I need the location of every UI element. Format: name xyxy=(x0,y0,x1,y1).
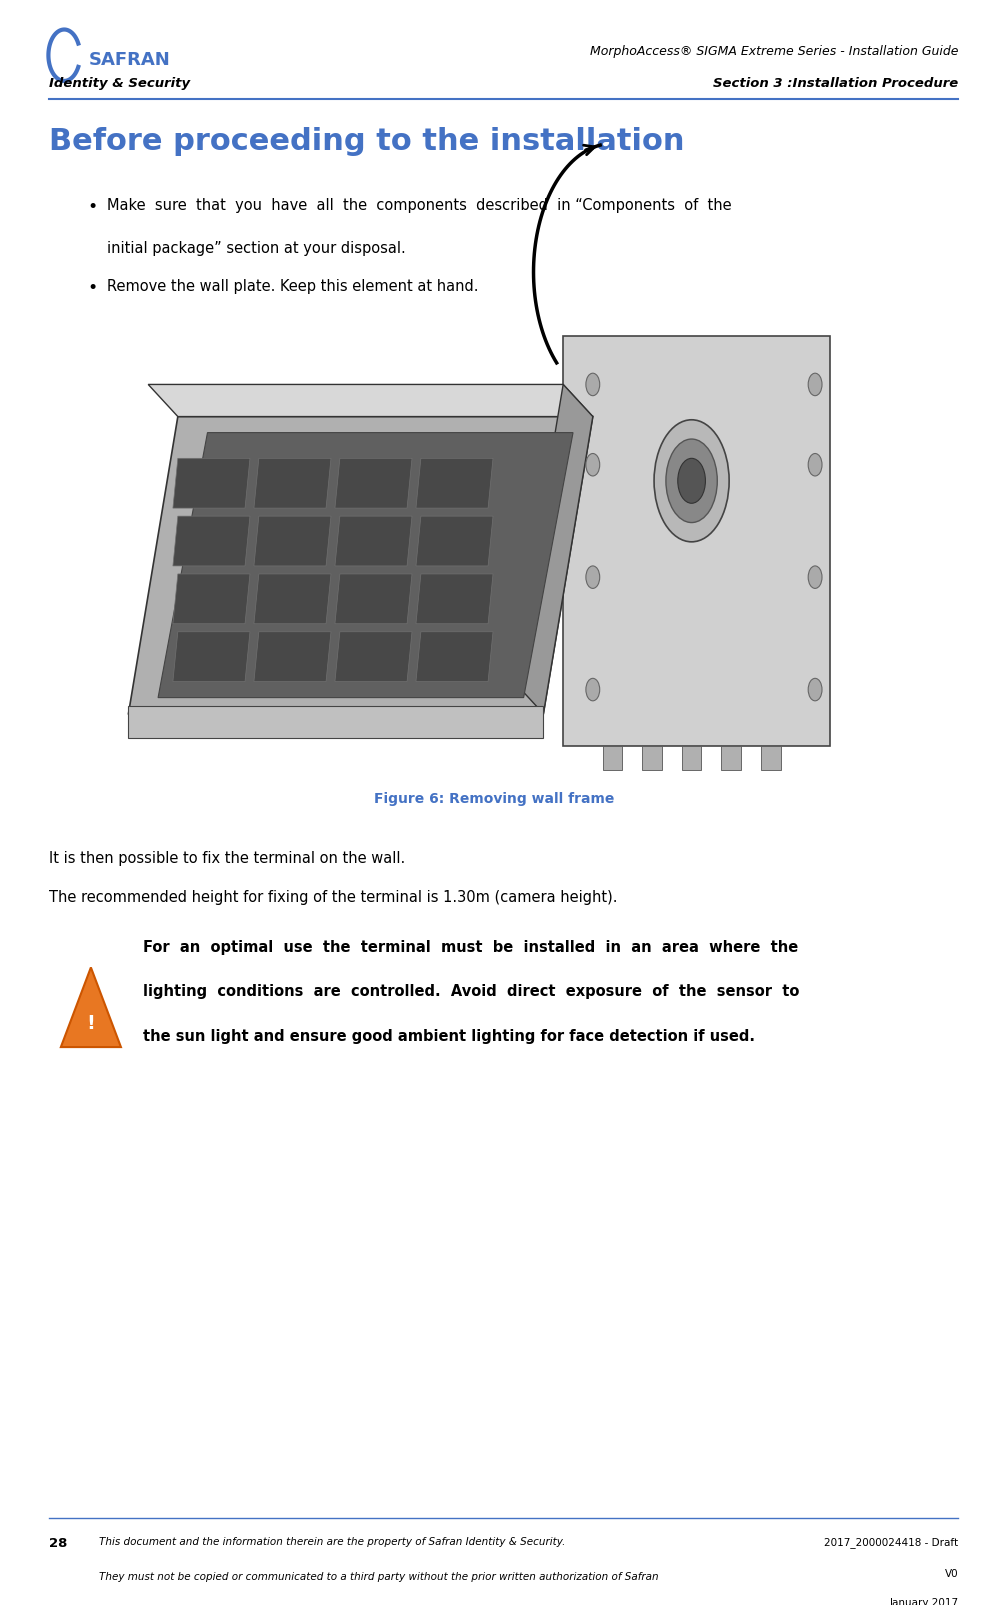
Polygon shape xyxy=(416,632,493,682)
Text: Before proceeding to the installation: Before proceeding to the installation xyxy=(49,127,685,156)
Text: For  an  optimal  use  the  terminal  must  be  installed  in  an  area  where  : For an optimal use the terminal must be … xyxy=(143,939,798,953)
Polygon shape xyxy=(335,517,412,567)
Polygon shape xyxy=(173,575,250,624)
Text: It is then possible to fix the terminal on the wall.: It is then possible to fix the terminal … xyxy=(49,851,406,865)
Polygon shape xyxy=(761,746,781,770)
Polygon shape xyxy=(416,517,493,567)
Polygon shape xyxy=(61,968,121,1048)
Text: the sun light and ensure good ambient lighting for face detection if used.: the sun light and ensure good ambient li… xyxy=(143,1029,755,1043)
Polygon shape xyxy=(128,706,543,738)
Text: 2017_2000024418 - Draft: 2017_2000024418 - Draft xyxy=(824,1536,958,1547)
Polygon shape xyxy=(128,417,593,714)
Polygon shape xyxy=(721,746,741,770)
Circle shape xyxy=(808,454,822,477)
Polygon shape xyxy=(254,459,331,509)
Text: !: ! xyxy=(87,1013,95,1032)
Circle shape xyxy=(586,374,600,396)
Text: •: • xyxy=(87,279,97,297)
Polygon shape xyxy=(603,746,622,770)
Polygon shape xyxy=(642,746,662,770)
Text: lighting  conditions  are  controlled.  Avoid  direct  exposure  of  the  sensor: lighting conditions are controlled. Avoi… xyxy=(143,984,799,998)
Polygon shape xyxy=(416,575,493,624)
Text: This document and the information therein are the property of Safran Identity & : This document and the information therei… xyxy=(99,1536,565,1546)
Polygon shape xyxy=(563,337,830,746)
Text: January 2017: January 2017 xyxy=(889,1597,958,1605)
Circle shape xyxy=(678,459,705,504)
Text: 28: 28 xyxy=(49,1536,68,1549)
Text: The recommended height for fixing of the terminal is 1.30m (camera height).: The recommended height for fixing of the… xyxy=(49,889,617,904)
Text: •: • xyxy=(87,197,97,215)
Circle shape xyxy=(808,679,822,701)
Polygon shape xyxy=(335,459,412,509)
Polygon shape xyxy=(173,517,250,567)
Circle shape xyxy=(586,567,600,589)
Polygon shape xyxy=(173,632,250,682)
Text: Make  sure  that  you  have  all  the  components  described  in “Components  of: Make sure that you have all the componen… xyxy=(107,197,731,212)
Polygon shape xyxy=(173,459,250,509)
Polygon shape xyxy=(335,632,412,682)
Circle shape xyxy=(586,679,600,701)
Text: Figure 6: Removing wall frame: Figure 6: Removing wall frame xyxy=(373,791,615,806)
Polygon shape xyxy=(254,575,331,624)
Polygon shape xyxy=(335,575,412,624)
Text: MorphoAccess® SIGMA Extreme Series - Installation Guide: MorphoAccess® SIGMA Extreme Series - Ins… xyxy=(590,45,958,58)
Circle shape xyxy=(586,454,600,477)
Circle shape xyxy=(808,567,822,589)
Polygon shape xyxy=(158,433,573,698)
Text: initial package” section at your disposal.: initial package” section at your disposa… xyxy=(107,241,405,255)
Polygon shape xyxy=(416,459,493,509)
Polygon shape xyxy=(682,746,701,770)
Text: Section 3 :Installation Procedure: Section 3 :Installation Procedure xyxy=(713,77,958,90)
Text: They must not be copied or communicated to a third party without the prior writt: They must not be copied or communicated … xyxy=(99,1571,658,1581)
Polygon shape xyxy=(148,385,593,417)
Polygon shape xyxy=(254,632,331,682)
Text: Remove the wall plate. Keep this element at hand.: Remove the wall plate. Keep this element… xyxy=(107,279,478,294)
Text: SAFRAN: SAFRAN xyxy=(89,51,171,69)
Circle shape xyxy=(654,421,729,542)
Polygon shape xyxy=(514,385,593,714)
Text: V0: V0 xyxy=(945,1568,958,1578)
Text: Identity & Security: Identity & Security xyxy=(49,77,191,90)
Circle shape xyxy=(808,374,822,396)
Circle shape xyxy=(666,440,717,523)
Polygon shape xyxy=(254,517,331,567)
